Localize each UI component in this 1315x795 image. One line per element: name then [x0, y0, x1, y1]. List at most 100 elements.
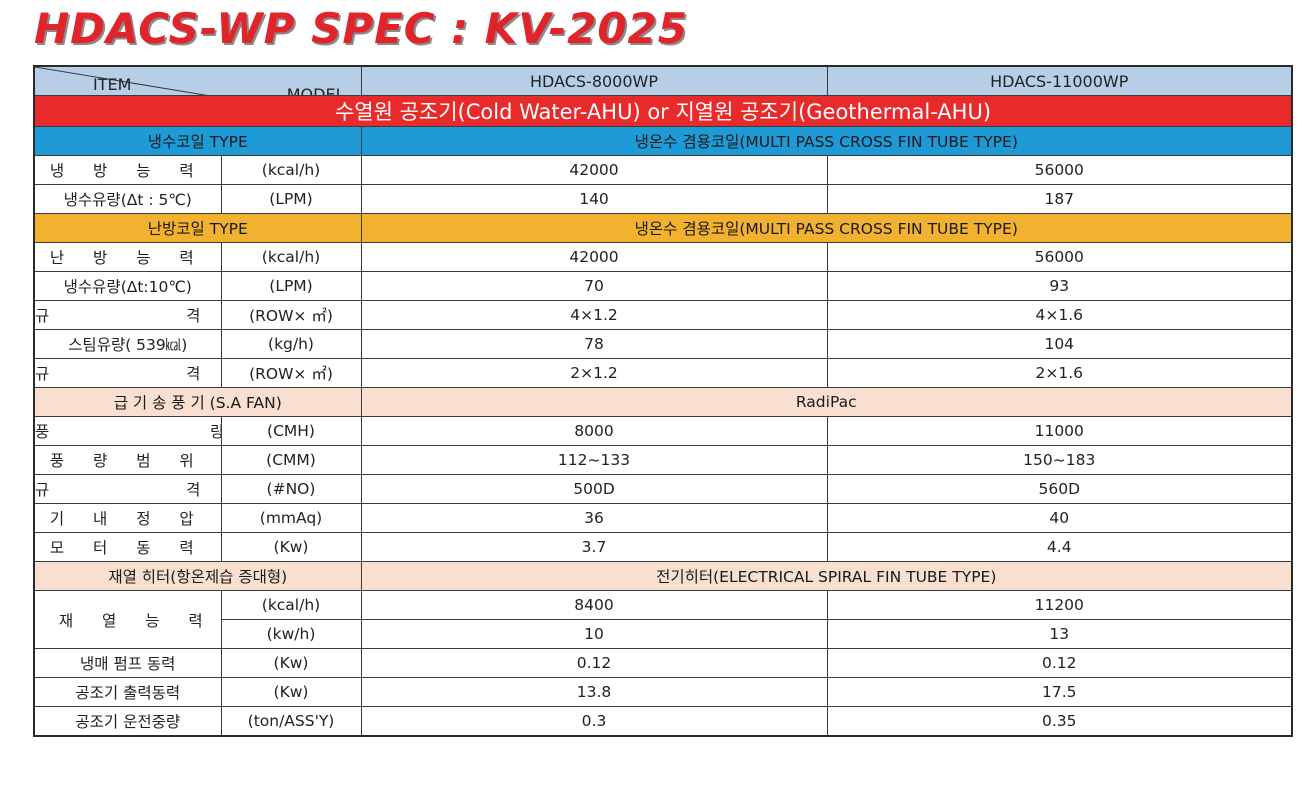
header-row: ITEM MODEL HDACS-8000WP HDACS-11000WP [33, 65, 1293, 96]
row-value: 8000 [360, 416, 828, 446]
section-value: RadiPac [360, 387, 1293, 417]
row-value: 2×1.6 [826, 358, 1293, 388]
banner-text: 수열원 공조기(Cold Water-AHU) or 지열원 공조기(Geoth… [33, 95, 1293, 127]
row-value: 8400 [360, 590, 828, 620]
row-value: 36 [360, 503, 828, 533]
row-value: 0.12 [360, 648, 828, 678]
row-value: 0.12 [826, 648, 1293, 678]
row-name: 냉수유량(Δt:10℃) [33, 271, 222, 301]
section-label: 재열 히터(항온제습 증대형) [33, 561, 362, 591]
section-label: 냉수코일 TYPE [33, 126, 362, 156]
row-name: 냉매 펌프 동력 [33, 648, 222, 678]
row-name: 냉수유량(Δt : 5℃) [33, 184, 222, 214]
row-value: 4×1.2 [360, 300, 828, 330]
section-row-heating: 난방코일 TYPE 냉온수 겸용코일(MULTI PASS CROSS FIN … [33, 213, 1293, 243]
row-value: 500D [360, 474, 828, 504]
table-row: 모 터 동 력 (Kw) 3.7 4.4 [33, 532, 1293, 562]
row-name: 난 방 능 력 [33, 242, 222, 272]
section-label: 난방코일 TYPE [33, 213, 362, 243]
model-label: MODEL [286, 85, 345, 96]
section-value: 냉온수 겸용코일(MULTI PASS CROSS FIN TUBE TYPE) [360, 213, 1293, 243]
table-row: 기 내 정 압 (mmAq) 36 40 [33, 503, 1293, 533]
row-name: 공조기 운전중량 [33, 706, 222, 737]
row-unit: (CMM) [220, 445, 362, 475]
row-value: 0.3 [360, 706, 828, 737]
row-value: 104 [826, 329, 1293, 359]
table-row: 규 격 (ROW× ㎡) 2×1.2 2×1.6 [33, 358, 1293, 388]
table-row: 공조기 출력동력 (Kw) 13.8 17.5 [33, 677, 1293, 707]
row-name: 규 격 [33, 358, 222, 388]
row-value: 560D [826, 474, 1293, 504]
row-value: 140 [360, 184, 828, 214]
row-name: 재 열 능 력 [33, 590, 222, 649]
row-value: 13 [826, 619, 1293, 649]
row-unit: (LPM) [220, 271, 362, 301]
item-label: ITEM [93, 75, 132, 94]
section-label: 급 기 송 풍 기 (S.A FAN) [33, 387, 362, 417]
row-unit: (kcal/h) [220, 155, 362, 185]
section-row-reheat: 재열 히터(항온제습 증대형) 전기히터(ELECTRICAL SPIRAL F… [33, 561, 1293, 591]
row-unit: (kw/h) [220, 619, 362, 649]
section-value: 냉온수 겸용코일(MULTI PASS CROSS FIN TUBE TYPE) [360, 126, 1293, 156]
row-value: 3.7 [360, 532, 828, 562]
row-unit: (mmAq) [220, 503, 362, 533]
row-unit: (LPM) [220, 184, 362, 214]
row-name: 공조기 출력동력 [33, 677, 222, 707]
row-value: 11200 [826, 590, 1293, 620]
row-unit: (kg/h) [220, 329, 362, 359]
section-value: 전기히터(ELECTRICAL SPIRAL FIN TUBE TYPE) [360, 561, 1293, 591]
row-name: 기 내 정 압 [33, 503, 222, 533]
table-row: 냉수유량(Δt : 5℃) (LPM) 140 187 [33, 184, 1293, 214]
section-row-fan: 급 기 송 풍 기 (S.A FAN) RadiPac [33, 387, 1293, 417]
row-value: 40 [826, 503, 1293, 533]
row-unit: (kcal/h) [220, 242, 362, 272]
table-row: 규 격 (ROW× ㎡) 4×1.2 4×1.6 [33, 300, 1293, 330]
row-value: 112~133 [360, 445, 828, 475]
table-row: 풍 량 범 위 (CMM) 112~133 150~183 [33, 445, 1293, 475]
item-model-header: ITEM MODEL [33, 65, 362, 96]
row-value: 42000 [360, 242, 828, 272]
row-value: 56000 [826, 155, 1293, 185]
row-value: 11000 [826, 416, 1293, 446]
row-value: 4.4 [826, 532, 1293, 562]
table-row: 규 격 (#NO) 500D 560D [33, 474, 1293, 504]
row-name: 풍 량 [33, 416, 222, 446]
row-unit: (Kw) [220, 677, 362, 707]
row-unit: (#NO) [220, 474, 362, 504]
table-row: 냉매 펌프 동력 (Kw) 0.12 0.12 [33, 648, 1293, 678]
row-unit: (kcal/h) [220, 590, 362, 620]
row-name: 모 터 동 력 [33, 532, 222, 562]
row-unit: (ton/ASS'Y) [220, 706, 362, 737]
table-row: 냉수유량(Δt:10℃) (LPM) 70 93 [33, 271, 1293, 301]
row-unit: (ROW× ㎡) [220, 300, 362, 330]
row-value: 13.8 [360, 677, 828, 707]
row-value: 70 [360, 271, 828, 301]
row-value: 93 [826, 271, 1293, 301]
diagonal-divider [35, 67, 205, 95]
model-name: HDACS-11000WP [826, 65, 1293, 96]
row-value: 4×1.6 [826, 300, 1293, 330]
row-value: 10 [360, 619, 828, 649]
row-value: 187 [826, 184, 1293, 214]
row-name: 풍 량 범 위 [33, 445, 222, 475]
row-unit: (CMH) [220, 416, 362, 446]
row-value: 0.35 [826, 706, 1293, 737]
row-name: 스팀유량( 539㎉) [33, 329, 222, 359]
spec-table: ITEM MODEL HDACS-8000WP HDACS-11000WP 수열… [33, 65, 1293, 737]
row-value: 150~183 [826, 445, 1293, 475]
model-name: HDACS-8000WP [360, 65, 828, 96]
page-title: HDACS-WP SPEC : KV-2025 [34, 4, 688, 53]
table-row: 공조기 운전중량 (ton/ASS'Y) 0.3 0.35 [33, 706, 1293, 737]
row-value: 2×1.2 [360, 358, 828, 388]
row-name: 규 격 [33, 300, 222, 330]
section-row-cooling: 냉수코일 TYPE 냉온수 겸용코일(MULTI PASS CROSS FIN … [33, 126, 1293, 156]
row-value: 42000 [360, 155, 828, 185]
table-row: 스팀유량( 539㎉) (kg/h) 78 104 [33, 329, 1293, 359]
table-row: 재 열 능 력 (kcal/h) 8400 11200 [33, 590, 1293, 649]
table-row: (kw/h) 10 13 [34, 619, 1293, 649]
banner-row: 수열원 공조기(Cold Water-AHU) or 지열원 공조기(Geoth… [33, 95, 1293, 127]
table-row: 냉 방 능 력 (kcal/h) 42000 56000 [33, 155, 1293, 185]
row-unit: (Kw) [220, 532, 362, 562]
table-row: 난 방 능 력 (kcal/h) 42000 56000 [33, 242, 1293, 272]
row-value: 17.5 [826, 677, 1293, 707]
